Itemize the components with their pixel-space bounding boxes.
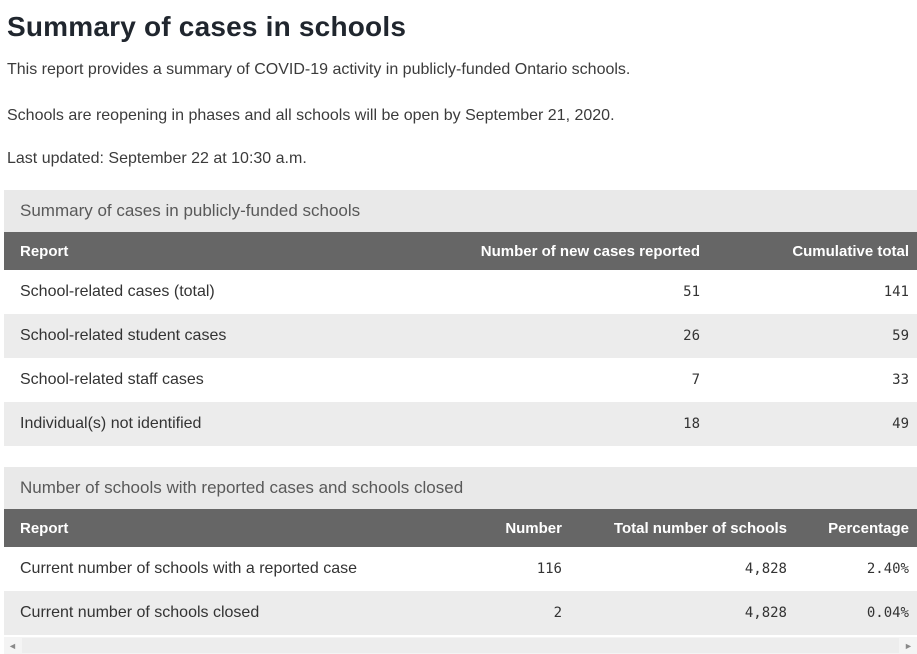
new-cases-value: 26 — [683, 328, 700, 344]
row-label: Individual(s) not identified — [20, 415, 202, 432]
row-label: School-related student cases — [20, 327, 227, 344]
table-row: Current number of schools closed 2 4,828… — [4, 591, 917, 635]
schools-status-table: Report Number Total number of schools Pe… — [4, 509, 917, 635]
cumulative-total-value: 33 — [892, 372, 909, 388]
new-cases-value: 18 — [683, 416, 700, 432]
table-row: Individual(s) not identified 18 49 — [4, 402, 917, 446]
column-header-cumulative-total: Cumulative total — [708, 232, 917, 270]
table-row: School-related student cases 26 59 — [4, 314, 917, 358]
new-cases-value: 7 — [691, 372, 700, 388]
table-row: Current number of schools with a reporte… — [4, 547, 917, 591]
row-label: Current number of schools with a reporte… — [20, 560, 358, 577]
last-updated-text: Last updated: September 22 at 10:30 a.m. — [7, 150, 307, 167]
cumulative-total-value: 49 — [892, 416, 909, 432]
scrollbar-thumb[interactable] — [22, 638, 899, 653]
cumulative-total-value: 59 — [892, 328, 909, 344]
total-schools-value: 4,828 — [744, 605, 787, 621]
column-header-new-cases: Number of new cases reported — [460, 232, 708, 270]
intro-paragraph: This report provides a summary of COVID-… — [7, 61, 631, 78]
percentage-value: 0.04% — [866, 605, 909, 621]
row-label: School-related staff cases — [20, 371, 204, 388]
percentage-value: 2.40% — [866, 561, 909, 577]
table-row: School-related staff cases 7 33 — [4, 358, 917, 402]
column-header-number: Number — [460, 509, 570, 547]
total-schools-value: 4,828 — [744, 561, 787, 577]
cases-summary-table: Report Number of new cases reported Cumu… — [4, 232, 917, 446]
reopening-paragraph: Schools are reopening in phases and all … — [7, 107, 615, 124]
cumulative-total-value: 141 — [883, 284, 909, 300]
schools-status-table-block: Number of schools with reported cases an… — [4, 467, 917, 635]
new-cases-value: 51 — [683, 284, 700, 300]
page-title: Summary of cases in schools — [7, 11, 407, 42]
number-value: 116 — [536, 561, 562, 577]
scroll-right-arrow-icon[interactable]: ► — [904, 640, 913, 651]
row-label: School-related cases (total) — [20, 283, 215, 300]
column-header-report: Report — [4, 509, 460, 547]
report-tables: Summary of cases in publicly-funded scho… — [4, 190, 917, 635]
table-header-row: Report Number Total number of schools Pe… — [4, 509, 917, 547]
table-row: School-related cases (total) 51 141 — [4, 270, 917, 314]
number-value: 2 — [553, 605, 562, 621]
table-header-row: Report Number of new cases reported Cumu… — [4, 232, 917, 270]
column-header-report: Report — [4, 232, 460, 270]
horizontal-scrollbar[interactable]: ◄ ► — [4, 637, 917, 654]
scroll-left-arrow-icon[interactable]: ◄ — [8, 640, 17, 651]
cases-summary-table-block: Summary of cases in publicly-funded scho… — [4, 190, 917, 446]
cases-summary-table-caption: Summary of cases in publicly-funded scho… — [4, 190, 917, 232]
column-header-total-schools: Total number of schools — [570, 509, 795, 547]
schools-status-table-caption: Number of schools with reported cases an… — [4, 467, 917, 509]
column-header-percentage: Percentage — [795, 509, 917, 547]
row-label: Current number of schools closed — [20, 604, 260, 621]
